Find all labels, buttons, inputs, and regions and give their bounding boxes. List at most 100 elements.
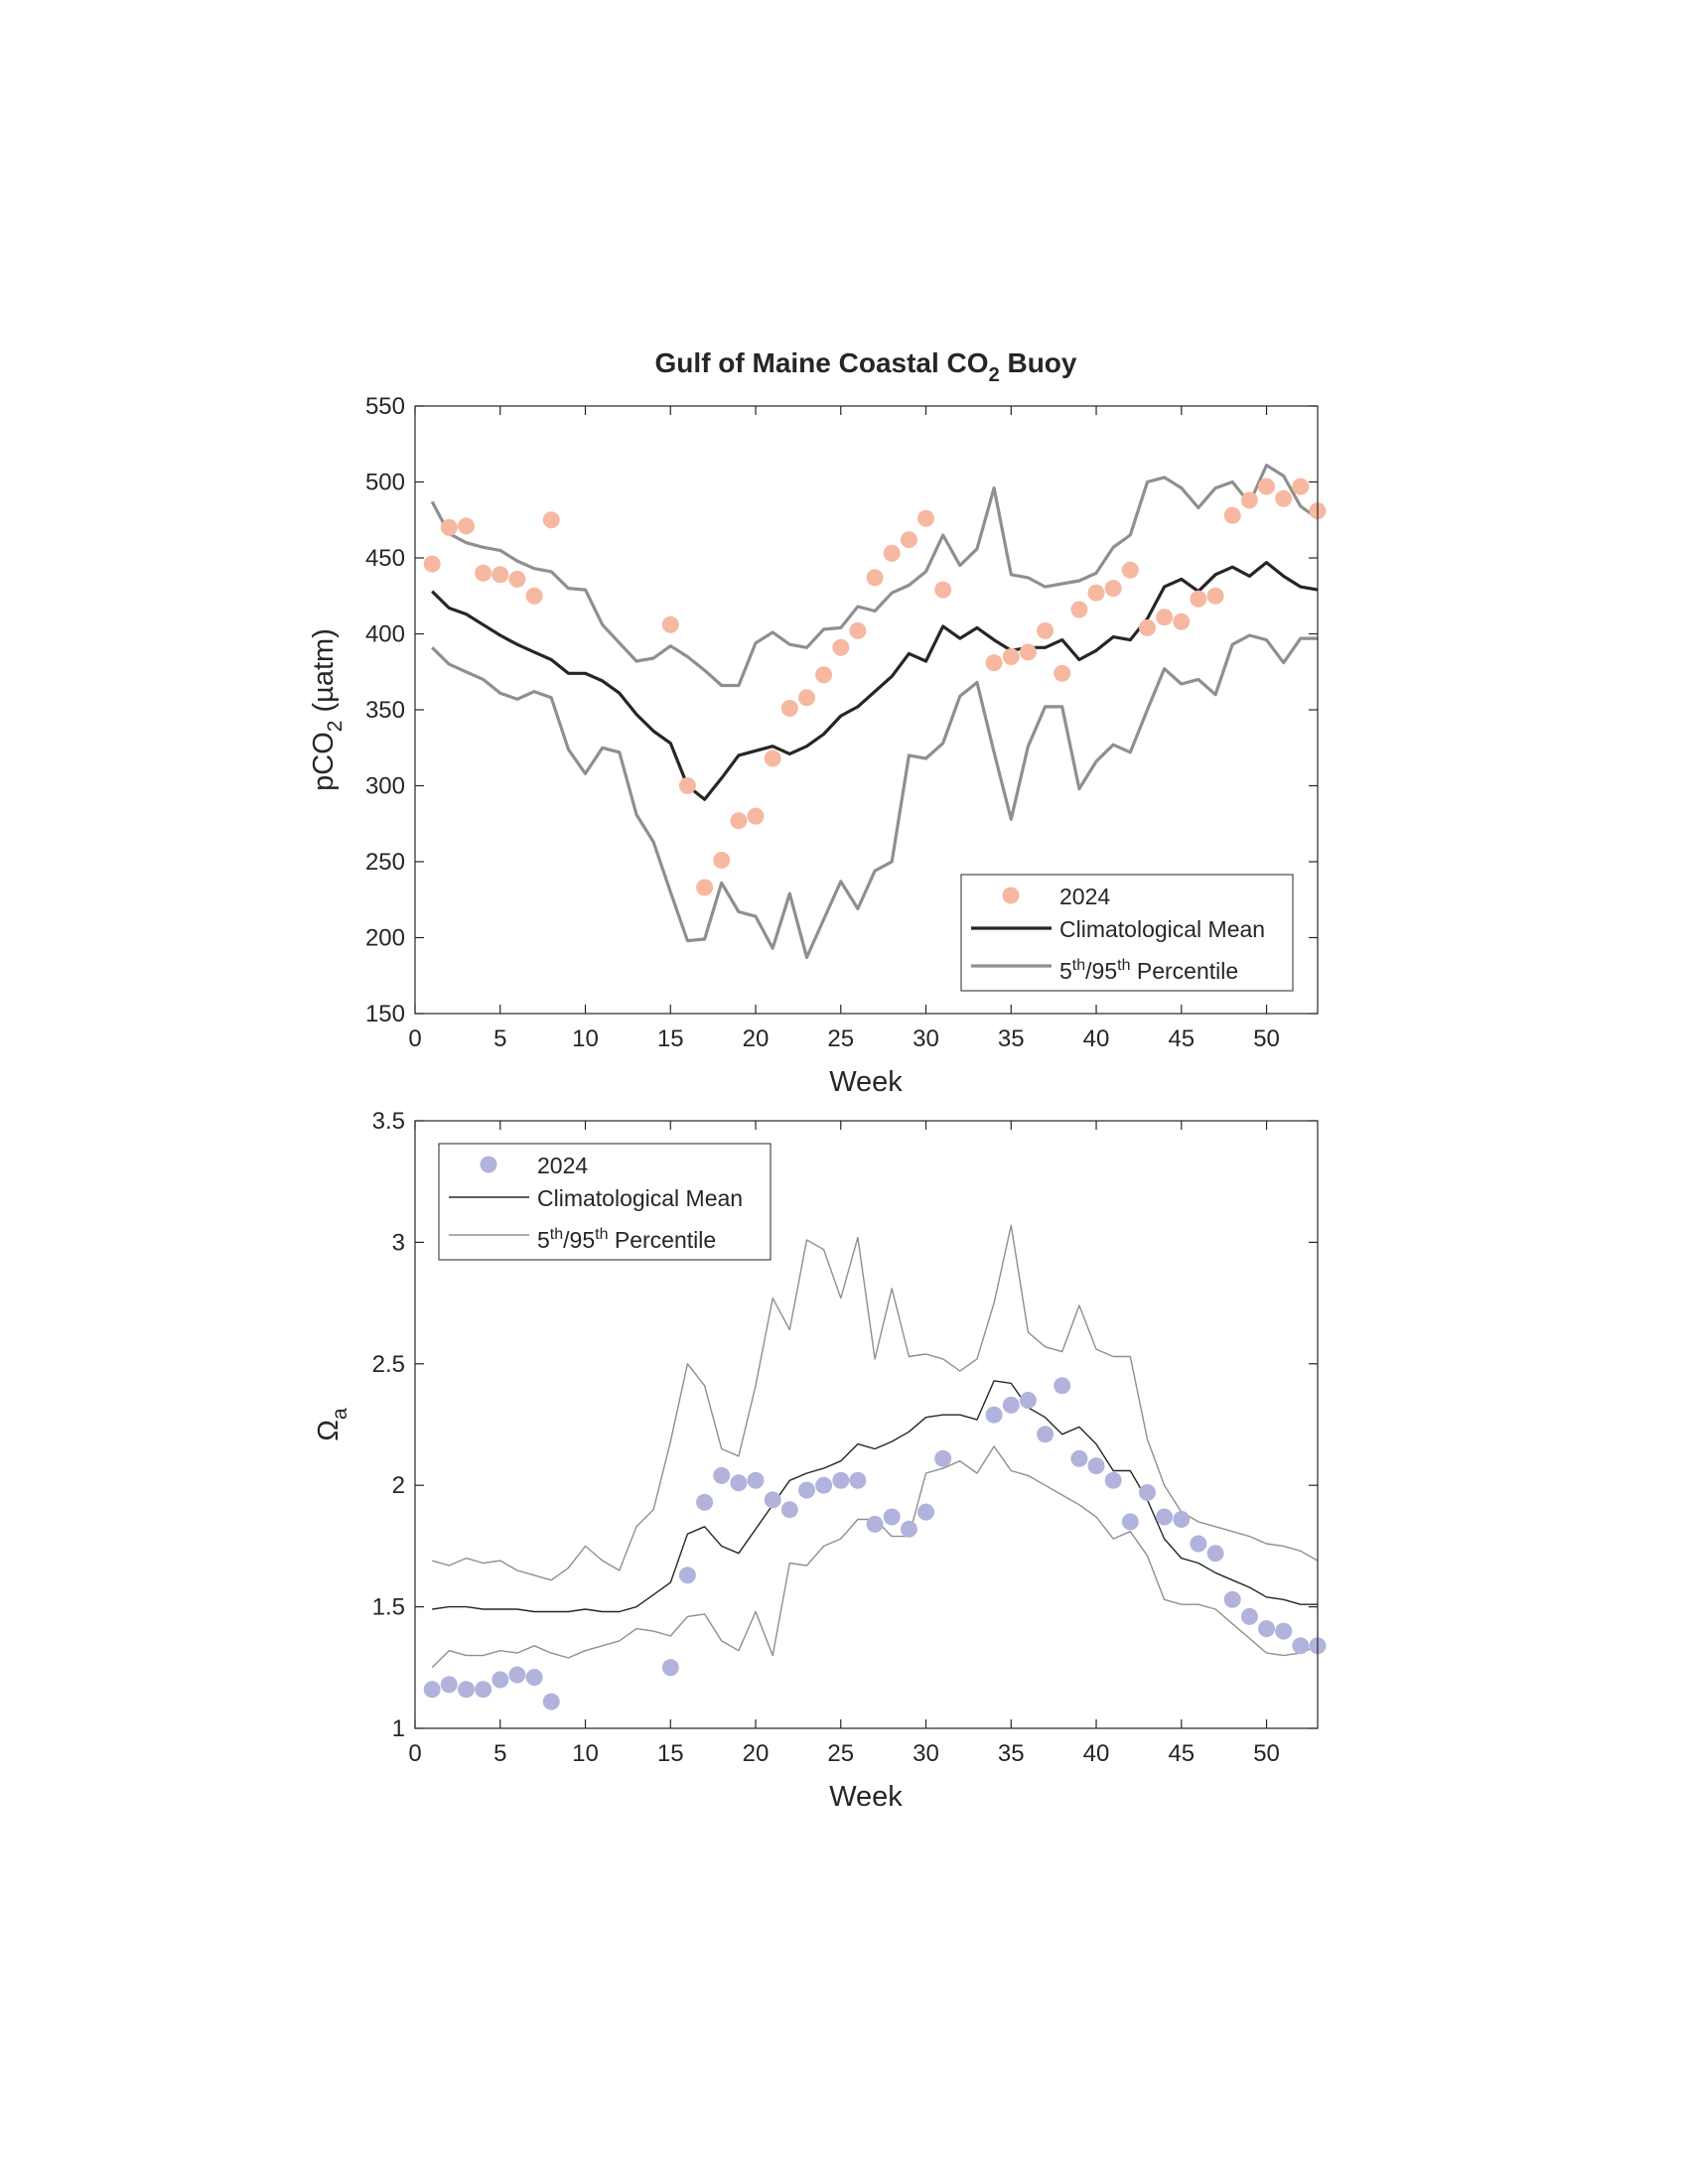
pco2-y-axis-label: pCO2 (µatm) bbox=[308, 628, 347, 791]
pco2-legend-label-mean: Climatological Mean bbox=[1059, 916, 1265, 942]
pco2-point-2024 bbox=[866, 569, 884, 587]
omega-point-2024 bbox=[866, 1515, 884, 1533]
omega-x-tick-label: 10 bbox=[572, 1740, 599, 1767]
pco2-point-2024 bbox=[508, 570, 526, 588]
pco2-mean-line bbox=[431, 560, 1319, 801]
omega-point-2024 bbox=[1019, 1392, 1037, 1409]
omega-point-2024 bbox=[1139, 1484, 1156, 1501]
pco2-point-2024 bbox=[815, 666, 833, 684]
omega-point-2024 bbox=[1206, 1545, 1224, 1563]
pco2-x-tick-labels: 0 5 10 15 20 25 30 35 40 45 50 bbox=[408, 1025, 1280, 1052]
omega-series-mean bbox=[432, 1380, 1318, 1613]
pco2-point-2024 bbox=[696, 879, 714, 896]
omega-x-tick-labels: 0 5 10 15 20 25 30 35 40 45 50 bbox=[408, 1740, 1280, 1767]
pco2-y-tick-label: 550 bbox=[365, 393, 405, 420]
omega-point-2024 bbox=[696, 1493, 714, 1511]
omega-x-tick-label: 20 bbox=[743, 1740, 770, 1767]
omega-point-2024 bbox=[1037, 1426, 1055, 1443]
omega-x-tick-label: 50 bbox=[1253, 1740, 1280, 1767]
omega-point-2024 bbox=[492, 1671, 509, 1689]
omega-point-2024 bbox=[678, 1567, 696, 1584]
omega-y-tick-label: 1.5 bbox=[372, 1594, 405, 1621]
omega-point-2024 bbox=[542, 1693, 560, 1710]
omega-point-2024 bbox=[849, 1471, 867, 1489]
pco2-y-tick-label: 450 bbox=[365, 545, 405, 572]
omega-x-tick-label: 35 bbox=[998, 1740, 1025, 1767]
pco2-point-2024 bbox=[1037, 621, 1055, 639]
pco2-point-2024 bbox=[440, 518, 458, 536]
omega-point-2024 bbox=[1156, 1508, 1174, 1526]
omega-x-axis-label: Week bbox=[829, 1781, 903, 1813]
pco2-point-2024 bbox=[1054, 664, 1071, 682]
omega-mean-line bbox=[432, 1380, 1318, 1613]
omega-x-tick-label: 25 bbox=[827, 1740, 854, 1767]
pco2-series-p5 bbox=[431, 633, 1318, 960]
omega-point-2024 bbox=[1121, 1513, 1139, 1531]
pco2-legend-label-2024: 2024 bbox=[1059, 884, 1110, 909]
omega-point-2024 bbox=[1173, 1511, 1191, 1528]
pco2-point-2024 bbox=[492, 566, 509, 584]
pco2-y-tick-labels: 150 200 250 300 350 400 450 500 550 bbox=[365, 393, 405, 1027]
pco2-y-tick-label: 500 bbox=[365, 470, 405, 496]
pco2-point-2024 bbox=[1206, 587, 1224, 605]
pco2-point-2024 bbox=[1104, 580, 1122, 598]
pco2-y-tick-label: 250 bbox=[365, 849, 405, 876]
pco2-axes-box bbox=[414, 405, 1319, 1015]
omega-point-2024 bbox=[458, 1681, 475, 1699]
omega-x-tick-label: 45 bbox=[1168, 1740, 1195, 1767]
omega-point-2024 bbox=[661, 1659, 679, 1677]
pco2-x-tick-label: 20 bbox=[743, 1025, 770, 1052]
pco2-point-2024 bbox=[1070, 601, 1088, 618]
omega-point-2024 bbox=[917, 1503, 934, 1521]
pco2-legend-label-percentile: 5th/95th Percentile bbox=[1059, 957, 1238, 984]
pco2-point-2024 bbox=[798, 689, 815, 707]
pco2-point-2024 bbox=[458, 517, 475, 535]
pco2-point-2024 bbox=[1190, 590, 1207, 608]
omega-legend-label-mean: Climatological Mean bbox=[537, 1185, 743, 1211]
omega-point-2024 bbox=[883, 1508, 901, 1526]
pco2-point-2024 bbox=[1087, 584, 1105, 602]
omega-point-2024 bbox=[525, 1669, 543, 1687]
pco2-point-2024 bbox=[1121, 561, 1139, 579]
omega-y-tick-label: 1 bbox=[392, 1715, 405, 1742]
pco2-point-2024 bbox=[542, 511, 560, 529]
omega-point-2024 bbox=[1070, 1449, 1088, 1467]
pco2-y-tick-label: 350 bbox=[365, 697, 405, 724]
pco2-y-tick-label: 300 bbox=[365, 773, 405, 800]
omega-point-2024 bbox=[423, 1681, 441, 1699]
omega-point-2024 bbox=[1087, 1457, 1105, 1475]
pco2-legend: 2024 Climatological Mean 5th/95th Percen… bbox=[960, 874, 1294, 992]
omega-point-2024 bbox=[832, 1471, 850, 1489]
omega-point-2024 bbox=[475, 1681, 492, 1699]
pco2-x-tick-label: 35 bbox=[998, 1025, 1025, 1052]
omega-point-2024 bbox=[1002, 1396, 1020, 1414]
pco2-point-2024 bbox=[1139, 618, 1156, 636]
pco2-point-2024 bbox=[1156, 609, 1174, 626]
omega-y-axis-label: Ωa bbox=[313, 1408, 352, 1441]
omega-2024-points bbox=[423, 1377, 1327, 1710]
pco2-point-2024 bbox=[1275, 489, 1293, 507]
pco2-point-2024 bbox=[985, 654, 1003, 672]
omega-point-2024 bbox=[1275, 1622, 1293, 1640]
pco2-x-tick-label: 30 bbox=[913, 1025, 939, 1052]
pco2-y-tick-label: 150 bbox=[365, 1001, 405, 1027]
pco2-x-tick-label: 5 bbox=[493, 1025, 506, 1052]
pco2-point-2024 bbox=[747, 807, 765, 825]
pco2-point-2024 bbox=[1292, 478, 1310, 495]
omega-legend-marker-2024 bbox=[480, 1156, 497, 1173]
omega-x-tick-label: 5 bbox=[493, 1740, 506, 1767]
pco2-point-2024 bbox=[917, 509, 934, 527]
omega-point-2024 bbox=[1190, 1535, 1207, 1553]
pco2-series-mean bbox=[431, 560, 1319, 801]
omega-point-2024 bbox=[713, 1466, 731, 1484]
pco2-point-2024 bbox=[423, 555, 441, 573]
pco2-x-tick-label: 40 bbox=[1083, 1025, 1110, 1052]
omega-point-2024 bbox=[985, 1406, 1003, 1424]
pco2-series-p95 bbox=[430, 464, 1319, 688]
omega-point-2024 bbox=[1104, 1471, 1122, 1489]
chart-title: Gulf of Maine Coastal CO2 Buoy bbox=[655, 347, 1077, 386]
omega-axes-box bbox=[414, 1120, 1319, 1729]
omega-y-tick-label: 3.5 bbox=[372, 1108, 405, 1135]
omega-legend: 2024 Climatological Mean 5th/95th Percen… bbox=[438, 1143, 772, 1261]
